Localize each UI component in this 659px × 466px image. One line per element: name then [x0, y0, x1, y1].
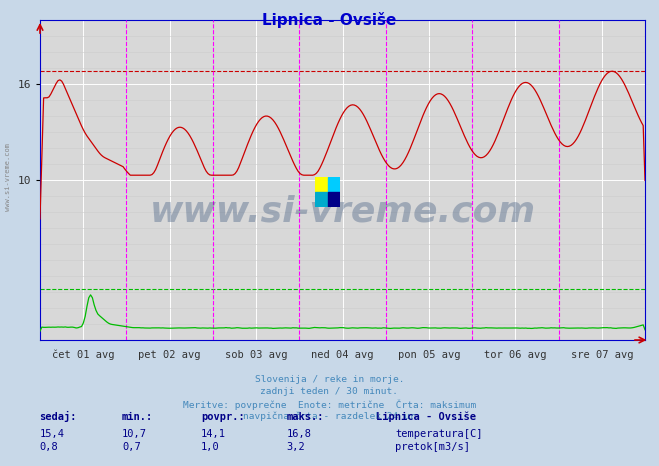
Text: 0,8: 0,8: [40, 442, 58, 452]
Text: www.si-vreme.com: www.si-vreme.com: [150, 195, 536, 229]
Text: 10,7: 10,7: [122, 429, 147, 439]
Text: 3,2: 3,2: [287, 442, 305, 452]
Text: Lipnica - Ovsiše: Lipnica - Ovsiše: [262, 12, 397, 27]
Text: www.si-vreme.com: www.si-vreme.com: [5, 143, 11, 211]
Text: min.:: min.:: [122, 412, 153, 422]
Text: 1,0: 1,0: [201, 442, 219, 452]
Text: 15,4: 15,4: [40, 429, 65, 439]
Bar: [315, 192, 328, 207]
Text: pretok[m3/s]: pretok[m3/s]: [395, 442, 471, 452]
Text: 16,8: 16,8: [287, 429, 312, 439]
Text: maks.:: maks.:: [287, 412, 324, 422]
Text: 0,7: 0,7: [122, 442, 140, 452]
Bar: [315, 177, 328, 192]
Text: Meritve: povprečne  Enote: metrične  Črta: maksimum: Meritve: povprečne Enote: metrične Črta:…: [183, 399, 476, 410]
Text: sedaj:: sedaj:: [40, 411, 77, 422]
Text: Lipnica - Ovsiše: Lipnica - Ovsiše: [376, 412, 476, 422]
Bar: [328, 177, 340, 192]
Text: navpična črta - razdelek 24 ur: navpična črta - razdelek 24 ur: [243, 411, 416, 421]
Bar: [328, 192, 340, 207]
Text: temperatura[C]: temperatura[C]: [395, 429, 483, 439]
Text: 14,1: 14,1: [201, 429, 226, 439]
Text: zadnji teden / 30 minut.: zadnji teden / 30 minut.: [260, 387, 399, 396]
Text: povpr.:: povpr.:: [201, 412, 244, 422]
Text: Slovenija / reke in morje.: Slovenija / reke in morje.: [255, 375, 404, 384]
